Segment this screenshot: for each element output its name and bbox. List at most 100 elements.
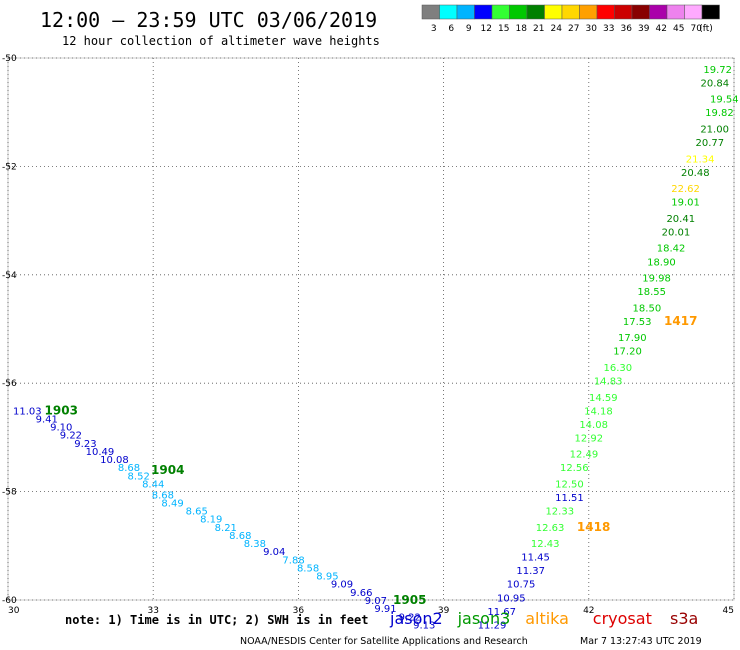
legend-label: 6: [448, 24, 454, 34]
wave-height-point: 19.72: [703, 65, 732, 76]
wave-height-point: 11.45: [521, 553, 550, 564]
legend-swatch: [561, 4, 580, 20]
wave-height-point: 9.10: [50, 423, 72, 434]
time-label: 1418: [577, 520, 610, 534]
footer-note: note: 1) Time is in UTC; 2) SWH is in fe…: [65, 613, 368, 627]
wave-height-point: 9.04: [263, 547, 285, 558]
color-legend: 3 6 9 12 15 18 21 24 27 30 33 36 39 42 45 70(ft): [421, 4, 720, 34]
x-tick-label: 33: [147, 606, 158, 616]
wave-height-point: 12.63: [536, 523, 565, 534]
wave-height-point: 11.03: [13, 406, 42, 417]
legend-swatch: [509, 4, 528, 20]
legend-swatch: [701, 4, 720, 20]
legend-label: 45: [673, 24, 684, 34]
grid-lines: [7, 57, 735, 601]
wave-height-point: 8.52: [128, 471, 150, 482]
time-label: 1904: [151, 463, 184, 477]
wave-height-point: 12.33: [545, 507, 574, 518]
wave-height-point: 20.41: [666, 214, 695, 225]
legend-label: 18: [516, 24, 528, 34]
legend-swatch: [474, 4, 493, 20]
chart-title: 12:00 – 23:59 UTC 03/06/2019: [40, 8, 377, 32]
wave-height-point: 11.67: [487, 607, 516, 618]
wave-height-point: 19.01: [671, 198, 700, 209]
wave-height-point: 10.95: [497, 593, 526, 604]
wave-height-point: 8.38: [244, 539, 266, 550]
wave-height-point: 10.08: [100, 455, 129, 466]
time-label: 1417: [664, 314, 697, 328]
wave-height-point: 19.82: [705, 108, 734, 119]
y-tick-label: -58: [2, 488, 17, 498]
wave-height-point: 9.23: [74, 439, 96, 450]
legend-label: 24: [551, 24, 563, 34]
wave-height-point: 14.83: [594, 376, 623, 387]
satellite-name: altika: [525, 609, 569, 628]
legend-swatch: [491, 4, 510, 20]
wave-height-point: 20.01: [662, 227, 691, 238]
wave-height-point: 16.30: [604, 363, 633, 374]
wave-height-point: 8.68: [152, 490, 174, 501]
wave-height-point: 20.48: [681, 168, 710, 179]
wave-height-point: 12.92: [574, 433, 603, 444]
wave-height-point: 11.29: [478, 620, 507, 631]
wave-height-point: 9.13: [413, 620, 435, 631]
wave-height-point: 14.18: [584, 406, 613, 417]
satellite-name: cryosat: [593, 609, 652, 628]
wave-height-point: 14.59: [589, 393, 618, 404]
x-tick-label: 42: [583, 606, 594, 616]
y-tick-label: -50: [2, 54, 17, 64]
wave-height-point: 18.55: [637, 287, 666, 298]
legend-label: 9: [466, 24, 472, 34]
time-label: 1903: [45, 403, 78, 417]
x-tick-label: 36: [293, 606, 305, 616]
legend-swatch: [666, 4, 685, 20]
wave-height-point: 18.90: [647, 257, 676, 268]
wave-height-point: 19.54: [710, 95, 739, 106]
wave-height-point: 9.91: [374, 604, 396, 615]
x-tick-label: 30: [8, 606, 20, 616]
wave-height-point: 17.20: [613, 347, 642, 358]
x-tick-label: 45: [723, 606, 734, 616]
legend-label: 42: [656, 24, 667, 34]
y-tick-label: -52: [2, 162, 17, 172]
legend-label: 3: [431, 24, 437, 34]
wave-height-point: 8.68: [229, 531, 251, 542]
x-tick-label: 39: [438, 606, 450, 616]
legend-unit: (ft): [699, 24, 713, 34]
wave-height-point: 9.07: [365, 596, 387, 607]
legend-label: 39: [638, 24, 650, 34]
wave-height-point: 9.22: [60, 431, 82, 442]
legend-swatch: [596, 4, 615, 20]
wave-height-point: 12.50: [555, 479, 584, 490]
legend-label: 27: [568, 24, 579, 34]
wave-height-point: 17.53: [623, 317, 652, 328]
wave-height-point: 17.90: [618, 333, 647, 344]
time-label: 1905: [393, 593, 426, 607]
time-annotations: 1903 1904 1905 1417 1418: [45, 314, 698, 607]
wave-height-point: 8.95: [316, 572, 338, 583]
legend-label: 15: [498, 24, 509, 34]
wave-height-point: 8.65: [186, 507, 208, 518]
wave-height-point: 21.34: [686, 154, 715, 165]
data-points: 11.039.419.109.229.2310.4910.088.688.528…: [13, 65, 739, 632]
wave-height-point: 19.98: [642, 274, 671, 285]
legend-swatch: [649, 4, 668, 20]
satellite-legend: jason2 jason3 altika cryosat s3a: [389, 609, 698, 628]
legend-swatch: [456, 4, 475, 20]
legend-label: 30: [586, 24, 598, 34]
wave-height-point: 7.88: [282, 555, 304, 566]
wave-height-point: 9.66: [350, 588, 372, 599]
legend-label: 33: [603, 24, 614, 34]
legend-swatch: [684, 4, 703, 20]
wave-height-point: 20.77: [695, 138, 724, 149]
wave-height-point: 8.44: [142, 479, 164, 490]
wave-height-point: 12.43: [531, 539, 560, 550]
plot-area: -50 -52 -54 -56 -58 -60 30 33 36 39 42 45 11.039.4…: [2, 54, 739, 631]
wave-height-point: 22.62: [671, 184, 700, 195]
y-tick-label: -54: [2, 271, 17, 281]
legend-swatch: [526, 4, 545, 20]
legend-label: 21: [533, 24, 544, 34]
chart-subtitle: 12 hour collection of altimeter wave hei…: [62, 34, 380, 48]
wave-height-point: 12.56: [560, 463, 589, 474]
wave-height-point: 11.37: [516, 566, 545, 577]
